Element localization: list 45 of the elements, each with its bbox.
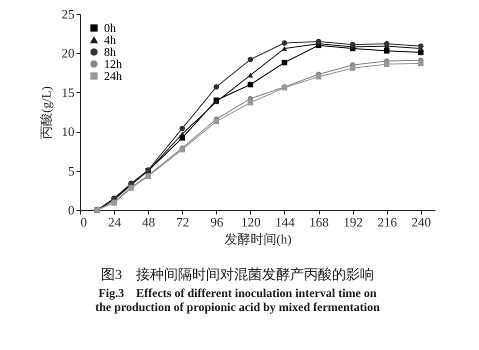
point	[248, 72, 254, 78]
legend-label: 4h	[104, 33, 116, 47]
x-tick-label: 24	[108, 214, 122, 230]
y-tick-label: 5	[68, 163, 74, 178]
point	[180, 132, 185, 136]
y-axis-title: 丙酸(g/L)	[38, 86, 54, 139]
x-tick-label: 0	[80, 214, 87, 230]
x-tick-label: 96	[210, 214, 224, 230]
y-tick-label: 10	[62, 124, 74, 140]
point	[180, 126, 185, 132]
point	[214, 118, 220, 124]
x-tick-label: 120	[241, 214, 261, 230]
y-tick-label: 20	[62, 46, 74, 61]
legend-label: 8h	[104, 45, 116, 59]
x-tick-label: 48	[142, 214, 156, 230]
text: Fig.3 Effects of different inoculation interval time on the production of propionic acid by mixed fermentation	[95, 286, 380, 314]
x-axis-title: 发酵时间(h)	[224, 232, 292, 246]
point	[282, 60, 288, 66]
point	[316, 38, 322, 44]
x-tick-label: 192	[343, 214, 363, 230]
text: 图3 接种间隔时间对混菌发酵产丙酸的影响	[101, 267, 374, 283]
point	[384, 41, 390, 47]
x-tick-label: 72	[176, 214, 190, 230]
y-tick-label: 0	[68, 202, 74, 218]
y-tick-label: 15	[62, 84, 74, 100]
point	[350, 42, 356, 48]
point	[248, 100, 254, 106]
point	[248, 56, 254, 62]
y-tick-label: 25	[62, 6, 74, 22]
point	[248, 82, 254, 88]
x-tick-label: 144	[275, 214, 296, 230]
point	[214, 84, 220, 90]
legend-label: 12h	[104, 57, 122, 71]
point	[282, 46, 288, 51]
point	[384, 61, 390, 67]
legend-label: 24h	[104, 69, 122, 83]
point	[384, 48, 390, 54]
point	[350, 65, 356, 71]
point	[418, 60, 424, 66]
x-tick-label: 216	[377, 214, 398, 230]
legend-label: 0h	[104, 21, 116, 35]
point	[282, 40, 288, 46]
x-tick-label: 168	[309, 214, 329, 230]
point	[418, 43, 424, 49]
x-tick-label: 240	[412, 214, 432, 230]
